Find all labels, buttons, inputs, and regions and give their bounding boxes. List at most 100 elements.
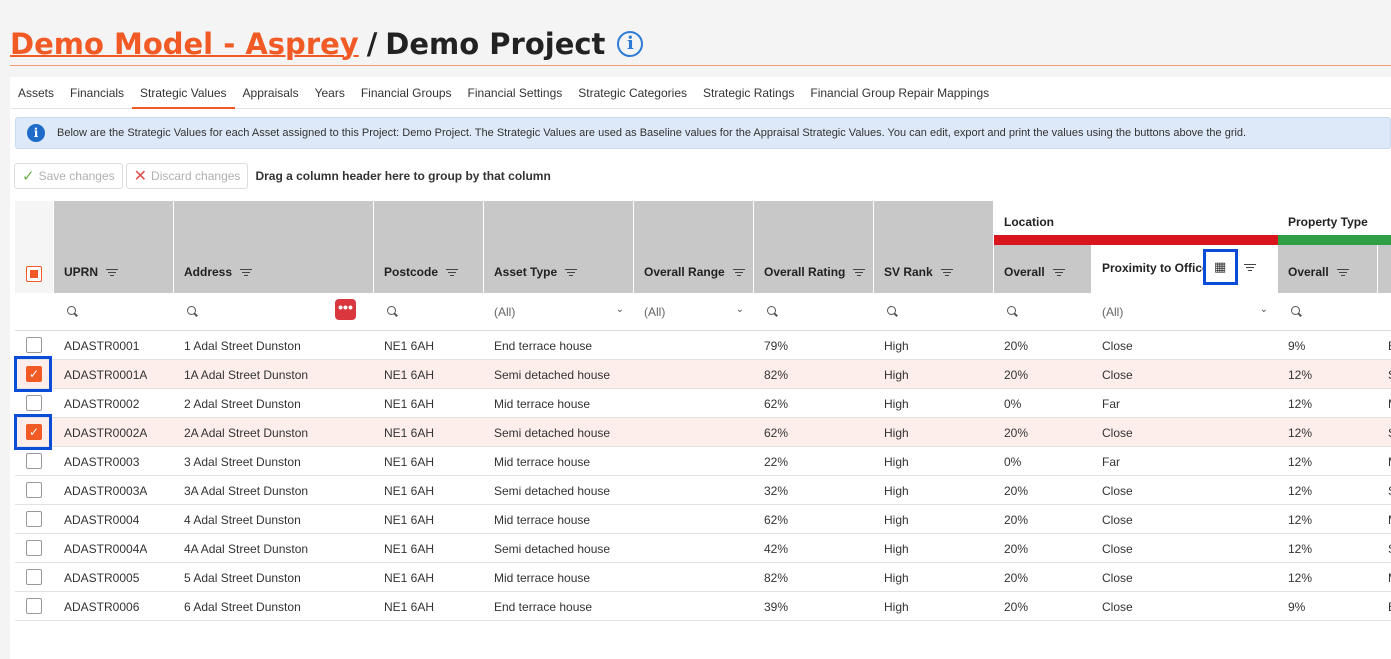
cell-prop-overall[interactable]: 12% bbox=[1288, 426, 1313, 440]
cell-prop-overall[interactable]: 12% bbox=[1288, 484, 1313, 498]
cell-postcode[interactable]: NE1 6AH bbox=[384, 571, 435, 585]
uprn-filter[interactable] bbox=[54, 293, 174, 331]
cell-overall-rating[interactable]: 32% bbox=[764, 484, 789, 498]
tab-years[interactable]: Years bbox=[314, 86, 345, 100]
column-header-sv-rank[interactable]: SV Rank bbox=[874, 201, 994, 293]
cell-loc-overall[interactable]: 0% bbox=[1004, 455, 1022, 469]
cell-asset-type[interactable]: Mid terrace house bbox=[494, 397, 591, 411]
cell-next[interactable]: S bbox=[1388, 426, 1391, 440]
cell-uprn[interactable]: ADASTR0002A bbox=[64, 426, 148, 440]
table-row[interactable]: ADASTR0003A 3A Adal Street Dunston NE1 6AH… bbox=[15, 476, 1391, 505]
tab-financials[interactable]: Financials bbox=[70, 86, 125, 100]
overall-rating-filter[interactable] bbox=[754, 293, 874, 331]
cell-asset-type[interactable]: Semi detached house bbox=[494, 542, 611, 556]
column-header-overall-rating[interactable]: Overall Rating bbox=[754, 201, 874, 293]
cell-loc-overall[interactable]: 20% bbox=[1004, 339, 1029, 353]
cell-sv-rank[interactable]: High bbox=[884, 600, 909, 614]
cell-asset-type[interactable]: Semi detached house bbox=[494, 368, 611, 382]
column-header-proximity[interactable]: Proximity to Office bbox=[1092, 245, 1278, 293]
cell-sv-rank[interactable]: High bbox=[884, 339, 909, 353]
cell-postcode[interactable]: NE1 6AH bbox=[384, 368, 435, 382]
cell-loc-overall[interactable]: 20% bbox=[1004, 600, 1029, 614]
cell-prop-overall[interactable]: 12% bbox=[1288, 397, 1313, 411]
row-select-checkbox[interactable] bbox=[26, 453, 42, 469]
cell-sv-rank[interactable]: High bbox=[884, 542, 909, 556]
filter-icon[interactable] bbox=[1336, 268, 1349, 277]
tab-financial-settings[interactable]: Financial Settings bbox=[467, 86, 563, 100]
cell-proximity[interactable]: Close bbox=[1102, 571, 1133, 585]
cell-asset-type[interactable]: Mid terrace house bbox=[494, 513, 591, 527]
cell-overall-rating[interactable]: 42% bbox=[764, 542, 789, 556]
cell-uprn[interactable]: ADASTR0005 bbox=[64, 571, 140, 585]
row-select-checkbox[interactable]: ✓ bbox=[26, 366, 42, 382]
table-row[interactable]: ADASTR0002 2 Adal Street Dunston NE1 6AH Mi… bbox=[15, 389, 1391, 418]
table-row[interactable]: ADASTR0006 6 Adal Street Dunston NE1 6AH En… bbox=[15, 592, 1391, 621]
cell-overall-rating[interactable]: 22% bbox=[764, 455, 789, 469]
cell-address[interactable]: 6 Adal Street Dunston bbox=[184, 600, 301, 614]
cell-uprn[interactable]: ADASTR0003A bbox=[64, 484, 148, 498]
cell-address[interactable]: 3 Adal Street Dunston bbox=[184, 455, 301, 469]
filter-icon[interactable] bbox=[446, 268, 459, 277]
cell-postcode[interactable]: NE1 6AH bbox=[384, 600, 435, 614]
filter-icon[interactable] bbox=[853, 268, 866, 277]
postcode-filter[interactable] bbox=[374, 293, 484, 331]
cell-sv-rank[interactable]: High bbox=[884, 397, 909, 411]
cell-overall-rating[interactable]: 62% bbox=[764, 397, 789, 411]
cell-address[interactable]: 3A Adal Street Dunston bbox=[184, 484, 309, 498]
column-header-address[interactable]: Address bbox=[174, 201, 374, 293]
column-header-property-overall[interactable]: Overall bbox=[1278, 245, 1378, 293]
discard-changes-button[interactable]: ✕ Discard changes bbox=[125, 163, 249, 189]
cell-proximity[interactable]: Close bbox=[1102, 339, 1133, 353]
cell-sv-rank[interactable]: High bbox=[884, 484, 909, 498]
select-all-checkbox[interactable] bbox=[26, 266, 42, 282]
row-select-checkbox[interactable]: ✓ bbox=[26, 424, 42, 440]
column-header-next-cut[interactable] bbox=[1378, 245, 1391, 293]
proximity-filter[interactable]: (All) ⌄ bbox=[1092, 293, 1278, 331]
cell-sv-rank[interactable]: High bbox=[884, 426, 909, 440]
cell-next[interactable]: M bbox=[1388, 455, 1391, 469]
cell-postcode[interactable]: NE1 6AH bbox=[384, 455, 435, 469]
cell-asset-type[interactable]: Semi detached house bbox=[494, 484, 611, 498]
cell-prop-overall[interactable]: 9% bbox=[1288, 600, 1306, 614]
cell-proximity[interactable]: Close bbox=[1102, 513, 1133, 527]
cell-asset-type[interactable]: End terrace house bbox=[494, 600, 593, 614]
cell-sv-rank[interactable]: High bbox=[884, 455, 909, 469]
cell-postcode[interactable]: NE1 6AH bbox=[384, 339, 435, 353]
cell-next[interactable]: E bbox=[1388, 339, 1391, 353]
cell-prop-overall[interactable]: 12% bbox=[1288, 513, 1313, 527]
cell-asset-type[interactable]: Mid terrace house bbox=[494, 455, 591, 469]
cell-address[interactable]: 1A Adal Street Dunston bbox=[184, 368, 309, 382]
save-changes-button[interactable]: ✓ Save changes bbox=[14, 163, 123, 189]
cell-prop-overall[interactable]: 12% bbox=[1288, 368, 1313, 382]
filter-icon[interactable] bbox=[106, 268, 119, 277]
tab-appraisals[interactable]: Appraisals bbox=[242, 86, 299, 100]
overall-range-filter[interactable]: (All) ⌄ bbox=[634, 293, 754, 331]
row-select-checkbox[interactable] bbox=[26, 395, 42, 411]
cell-loc-overall[interactable]: 20% bbox=[1004, 542, 1029, 556]
row-select-checkbox[interactable] bbox=[26, 569, 42, 585]
row-select-checkbox[interactable] bbox=[26, 598, 42, 614]
row-select-checkbox[interactable] bbox=[26, 482, 42, 498]
tab-assets[interactable]: Assets bbox=[18, 86, 55, 100]
cell-next[interactable]: M bbox=[1388, 571, 1391, 585]
cell-overall-rating[interactable]: 82% bbox=[764, 368, 789, 382]
cell-overall-rating[interactable]: 62% bbox=[764, 426, 789, 440]
more-options-button[interactable]: ••• bbox=[335, 299, 356, 320]
row-select-checkbox[interactable] bbox=[26, 511, 42, 527]
cell-asset-type[interactable]: End terrace house bbox=[494, 339, 593, 353]
column-header-location-overall[interactable]: Overall bbox=[994, 245, 1092, 293]
group-panel-hint[interactable]: Drag a column header here to group by th… bbox=[255, 169, 551, 183]
asset-type-filter[interactable]: (All) ⌄ bbox=[484, 293, 634, 331]
tab-financial-group-repair-mappings[interactable]: Financial Group Repair Mappings bbox=[810, 86, 990, 100]
cell-loc-overall[interactable]: 20% bbox=[1004, 484, 1029, 498]
cell-loc-overall[interactable]: 20% bbox=[1004, 426, 1029, 440]
tab-strategic-values[interactable]: Strategic Values bbox=[132, 77, 235, 109]
property-overall-filter[interactable] bbox=[1278, 293, 1391, 331]
table-row[interactable]: ADASTR0005 5 Adal Street Dunston NE1 6AH Mi… bbox=[15, 563, 1391, 592]
table-row[interactable]: ✓ ADASTR0001A 1A Adal Street Dunston NE1 6A… bbox=[14, 356, 1391, 392]
cell-postcode[interactable]: NE1 6AH bbox=[384, 484, 435, 498]
table-row[interactable]: ✓ ADASTR0002A 2A Adal Street Dunston NE1 6A… bbox=[14, 414, 1391, 450]
cell-sv-rank[interactable]: High bbox=[884, 571, 909, 585]
cell-address[interactable]: 5 Adal Street Dunston bbox=[184, 571, 301, 585]
cell-loc-overall[interactable]: 20% bbox=[1004, 513, 1029, 527]
